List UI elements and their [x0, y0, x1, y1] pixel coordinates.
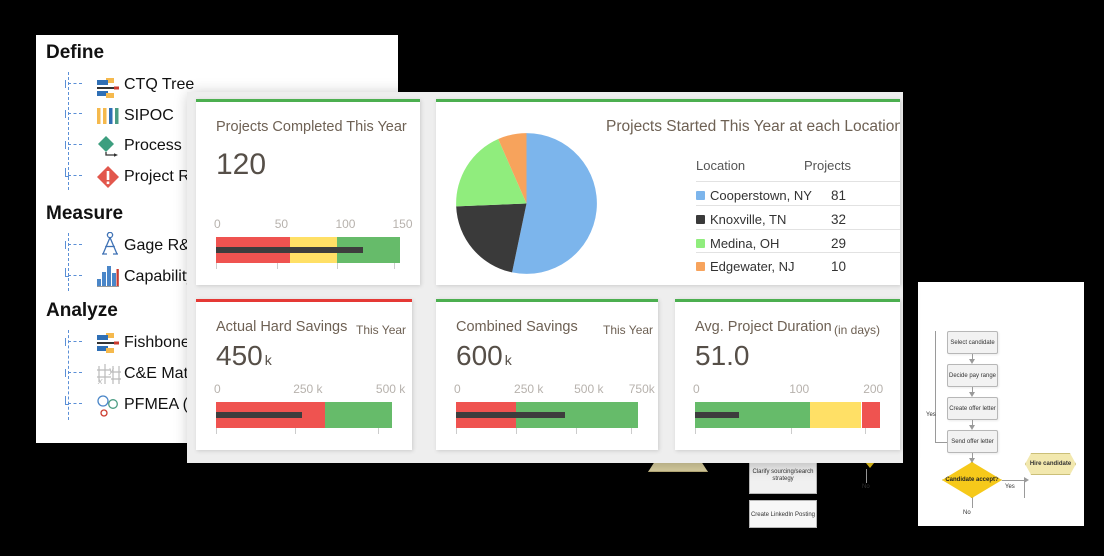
svg-text:x: x — [97, 376, 103, 386]
